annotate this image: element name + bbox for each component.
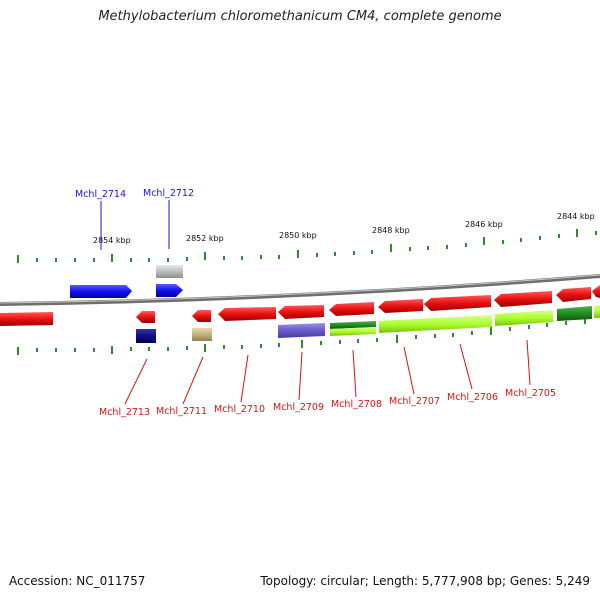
- tick-label-2848: 2848 kbp: [372, 226, 410, 235]
- lime-feature-box-2: [379, 315, 492, 333]
- tick-label-2846: 2846 kbp: [465, 220, 503, 229]
- gene-mchl-2711-arrow[interactable]: [192, 310, 211, 322]
- lime-feature-box-4: [594, 305, 600, 318]
- tick-label-2854: 2854 kbp: [93, 236, 131, 245]
- tan-feature-box: [192, 328, 212, 341]
- gene-mchl-2709-arrow[interactable]: [278, 305, 324, 319]
- gene-label-mchl-2707[interactable]: Mchl_2707: [389, 396, 440, 407]
- lime-feature-box-3: [495, 310, 553, 326]
- gray-feature-box: [156, 265, 183, 278]
- gene-mchl-2712-arrow[interactable]: [156, 284, 183, 297]
- gene-mchl-2707-arrow[interactable]: [378, 299, 423, 313]
- gene-label-mchl-2714[interactable]: Mchl_2714: [75, 189, 126, 200]
- gene-label-mchl-2708[interactable]: Mchl_2708: [331, 399, 382, 410]
- gene-mchl-2708-arrow[interactable]: [329, 302, 374, 316]
- map-title: Methylobacterium chloromethanicum CM4, c…: [98, 9, 502, 24]
- gene-mchl-2713-arrow[interactable]: [136, 311, 155, 323]
- gene-mchl-2705-arrow[interactable]: [494, 291, 552, 307]
- tick-label-2852: 2852 kbp: [186, 234, 224, 243]
- gene-label-mchl-2709[interactable]: Mchl_2709: [273, 402, 324, 413]
- lime-feature-box-1: [330, 327, 376, 336]
- gene-mchl-2710-arrow[interactable]: [218, 307, 276, 321]
- topology-text: Topology: circular; Length: 5,777,908 bp…: [260, 574, 590, 588]
- outer-tick-row: [17, 229, 597, 263]
- gene-partial-edge-arrow[interactable]: [592, 285, 600, 298]
- green-feature-box-2: [557, 306, 592, 321]
- gene-label-mchl-2713[interactable]: Mchl_2713: [99, 407, 150, 418]
- gene-label-mchl-2706[interactable]: Mchl_2706: [447, 392, 498, 403]
- reverse-leader-lines: [124, 339, 531, 405]
- accession-text: Accession: NC_011757: [9, 574, 146, 588]
- tick-label-2850: 2850 kbp: [279, 231, 317, 240]
- purple-feature-box: [278, 323, 325, 338]
- green-feature-box-1: [330, 321, 376, 329]
- gene-mchl-2716-partial-arrow[interactable]: [0, 312, 53, 326]
- navy-feature-box: [136, 329, 156, 343]
- gene-mchl-2704-arrow[interactable]: [556, 287, 591, 302]
- gene-label-mchl-2705[interactable]: Mchl_2705: [505, 388, 556, 399]
- gene-label-mchl-2711[interactable]: Mchl_2711: [156, 406, 207, 417]
- gene-mchl-2714-arrow[interactable]: [70, 285, 132, 298]
- inner-tick-row: [17, 316, 586, 355]
- genome-backbone: [0, 274, 600, 306]
- gene-label-mchl-2710[interactable]: Mchl_2710: [214, 404, 265, 415]
- gene-label-mchl-2712[interactable]: Mchl_2712: [143, 188, 194, 199]
- gene-mchl-2706-arrow[interactable]: [424, 295, 491, 311]
- tick-label-2844: 2844 kbp: [557, 212, 595, 221]
